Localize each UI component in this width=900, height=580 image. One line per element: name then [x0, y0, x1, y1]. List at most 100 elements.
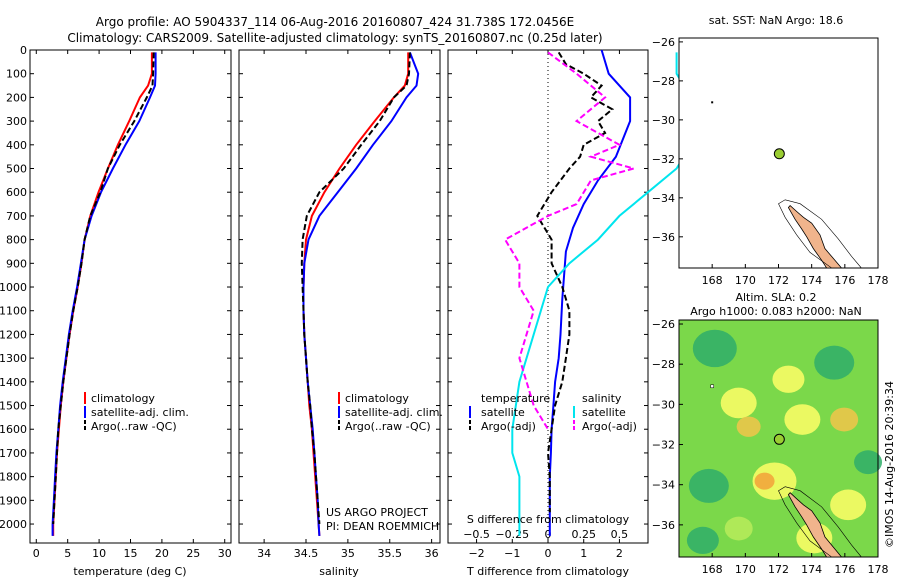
y-tick-label: −36: [652, 231, 675, 244]
x-tick-label: 178: [868, 563, 889, 576]
header-line2: Climatology: CARS2009. Satellite-adjuste…: [67, 31, 602, 45]
x-tick-label: 176: [834, 563, 855, 576]
x-tick-label: 35.5: [378, 547, 403, 560]
x-tick-label: 10: [92, 547, 106, 560]
x-tick-label: 35: [341, 547, 355, 560]
shelf-contour: [778, 199, 863, 269]
y-tick-label: 1700: [0, 447, 27, 460]
salinity-legend: climatology satellite-adj. clim. Argo(..…: [338, 392, 443, 433]
legend-label: Argo(..raw -QC): [91, 420, 177, 433]
y-tick-label: 0: [20, 44, 27, 57]
sla-anomaly-patch: [814, 345, 855, 380]
y-tick-label: 1500: [0, 400, 27, 413]
legend-label: Argo(-adj): [582, 420, 637, 433]
sst-map: 168 170 172 174 176 178 −26 −28 −30 −32 −34 −36: [652, 36, 889, 287]
legend-label: climatology: [345, 392, 409, 405]
y-tick-label: 1800: [0, 471, 27, 484]
series-line-t-argo-adj-: [536, 51, 615, 513]
legend-label: satellite-adj. clim.: [345, 406, 443, 419]
temperature-plot: 0100200300400500600700800900100011001200…: [0, 44, 232, 560]
x-tick-label: 5: [64, 547, 71, 560]
y-tick-label: 400: [6, 139, 27, 152]
sla-anomaly-patch: [772, 365, 805, 393]
y-tick-label: −28: [652, 358, 675, 371]
x-tick-label: 174: [801, 563, 822, 576]
y-tick-label: 1200: [0, 328, 27, 341]
x-tick-label: 170: [735, 563, 756, 576]
salinity-panel: [238, 49, 441, 544]
x-tick-label: 15: [124, 547, 138, 560]
y-tick-label: −32: [652, 153, 675, 166]
series-line-s-argo-adj-: [503, 51, 638, 430]
x-tick-label: 2: [616, 547, 623, 560]
y-tick-label: −30: [652, 114, 675, 127]
x-tick-label: −1: [504, 547, 520, 560]
y-tick-label: −36: [652, 519, 675, 532]
x-tick-label: 172: [768, 274, 789, 287]
y-tick-label: 600: [6, 186, 27, 199]
shelf-contour: [778, 486, 863, 558]
legend-label: climatology: [91, 392, 155, 405]
x-tick-label: 20: [155, 547, 169, 560]
y-tick-label: 1400: [0, 376, 27, 389]
header-line1: Argo profile: AO 5904337_114 06-Aug-2016…: [96, 15, 574, 29]
y-tick-label: −30: [652, 398, 675, 411]
float-track-point: [711, 101, 714, 104]
y-tick-label: −34: [652, 479, 675, 492]
project-name: US ARGO PROJECT: [326, 506, 428, 519]
y-tick-label: 700: [6, 210, 27, 223]
x-tick-label: 172: [768, 563, 789, 576]
difference-panel: [447, 49, 649, 544]
difference-legend: temperature satellite Argo(-adj) salinit…: [469, 392, 637, 433]
legend-label: Argo(-adj): [481, 420, 536, 433]
temperature-xlabel: temperature (deg C): [73, 565, 186, 578]
y-tick-label: −34: [652, 192, 675, 205]
x-tick-label: 0: [33, 547, 40, 560]
sla-anomaly-patch: [688, 468, 729, 503]
y-tick-label: 1000: [0, 281, 27, 294]
series-line-s-satellite: [511, 52, 707, 536]
y-tick-label: 1600: [0, 423, 27, 436]
sla-anomaly-patch: [754, 472, 775, 490]
legend-label: satellite-adj. clim.: [91, 406, 189, 419]
sla-anomaly-patch: [830, 489, 867, 521]
argo-position-marker: [773, 148, 785, 160]
argo-position-marker: [773, 433, 785, 445]
series-line-argo-raw-qc-: [52, 52, 155, 525]
series-line-climatology: [302, 52, 410, 536]
difference-s-xlabel: S difference from climatology: [467, 513, 630, 526]
series-line-satellite-adj-clim-: [51, 52, 157, 536]
series-line-satellite-adj-clim-: [302, 52, 420, 536]
legend-label: Argo(..raw -QC): [345, 420, 431, 433]
temperature-legend: climatology satellite-adj. clim. Argo(..…: [84, 392, 189, 433]
legend-title-salinity: salinity: [582, 392, 622, 405]
x-tick-label: 25: [186, 547, 200, 560]
x-tick-label: 174: [801, 274, 822, 287]
x-tick-label: 34.5: [294, 547, 319, 560]
sla-map-subtitle: Argo h1000: 0.083 h2000: NaN: [690, 305, 862, 318]
series-line-t-satellite: [548, 49, 632, 536]
s-tick-label: 0.5: [611, 528, 629, 541]
difference-t-xlabel: T difference from climatology: [466, 565, 629, 578]
x-tick-label: −2: [468, 547, 484, 560]
y-tick-label: 2000: [0, 518, 27, 531]
float-track-point: [710, 384, 714, 389]
y-tick-label: 300: [6, 115, 27, 128]
x-tick-label: 176: [834, 274, 855, 287]
y-tick-label: 800: [6, 234, 27, 247]
y-tick-label: −26: [652, 318, 675, 331]
x-tick-label: 178: [868, 274, 889, 287]
x-tick-label: 36: [425, 547, 439, 560]
sla-anomaly-patch: [784, 404, 821, 435]
y-tick-label: 1100: [0, 305, 27, 318]
s-tick-label: −0.5: [463, 528, 490, 541]
sla-anomaly-patch: [830, 407, 859, 432]
y-tick-label: 900: [6, 257, 27, 270]
x-tick-label: 30: [218, 547, 232, 560]
sla-map: 168 170 172 174 176 178 −26 −28 −30 −32 −34 −36: [652, 318, 889, 576]
x-tick-label: 168: [702, 274, 723, 287]
y-tick-label: 100: [6, 68, 27, 81]
y-tick-label: 200: [6, 91, 27, 104]
y-tick-label: −28: [652, 75, 675, 88]
